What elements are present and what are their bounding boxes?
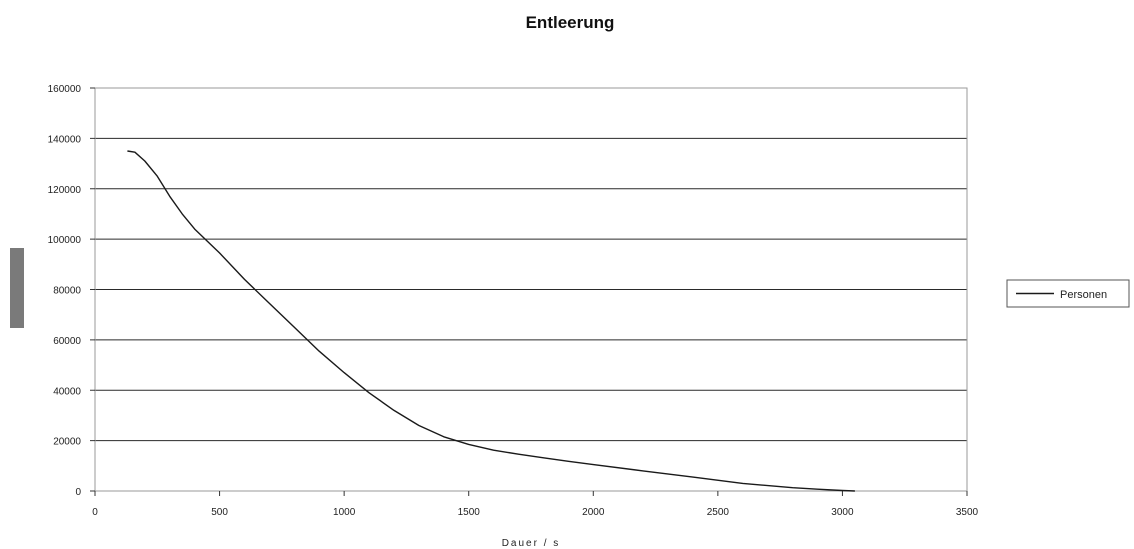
series-layer [127,150,855,492]
y-tick-label: 140000 [48,134,82,145]
legend: Personen [1006,279,1130,308]
x-tick-label: 1500 [458,507,481,518]
x-tick-label: 0 [92,507,98,518]
x-tick-label: 2500 [707,507,730,518]
y-tick-label: 0 [75,487,81,498]
x-axis-label: Dauer / s [502,538,561,549]
y-tick-label: 40000 [53,386,81,397]
y-axis: 0 20000 40000 60000 80000 100000 120000 140000 1… [48,84,95,498]
x-tick-label: 3000 [831,507,854,518]
x-tick-label: 3500 [956,507,979,518]
chart-title: Entleerung [526,13,615,32]
legend-label-personen: Personen [1060,289,1107,301]
y-tick-label: 20000 [53,437,81,448]
series-line-personen [127,150,855,492]
y-tick-label: 120000 [48,185,82,196]
y-tick-label: 60000 [53,336,81,347]
gridlines [95,87,967,442]
x-tick-label: 1000 [333,507,356,518]
x-tick-label: 2000 [582,507,605,518]
y-tick-label: 80000 [53,286,81,297]
y-tick-label: 100000 [48,235,82,246]
x-axis: 0 500 1000 1500 2000 2500 3000 3500 [92,491,979,518]
y-axis-label-marker [10,248,24,328]
x-tick-label: 500 [211,507,228,518]
y-tick-label: 160000 [48,84,82,95]
